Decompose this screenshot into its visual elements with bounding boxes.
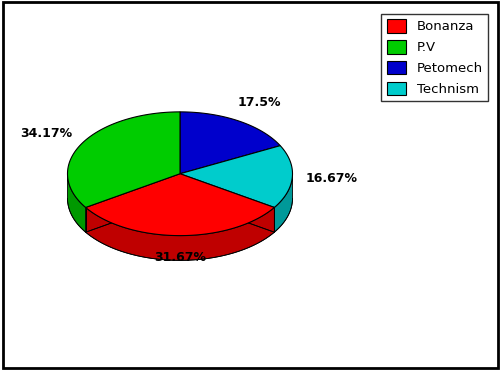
Polygon shape	[86, 208, 274, 260]
Polygon shape	[86, 174, 274, 236]
Polygon shape	[180, 112, 280, 174]
Polygon shape	[68, 174, 86, 232]
Polygon shape	[68, 112, 180, 208]
Polygon shape	[180, 146, 292, 208]
Text: 17.5%: 17.5%	[238, 96, 281, 109]
Legend: Bonanza, P.V, Petomech, Technism: Bonanza, P.V, Petomech, Technism	[382, 14, 488, 101]
Polygon shape	[274, 174, 292, 232]
Text: 34.17%: 34.17%	[20, 127, 72, 140]
Text: 16.67%: 16.67%	[306, 172, 358, 185]
Text: 31.67%: 31.67%	[154, 251, 206, 264]
